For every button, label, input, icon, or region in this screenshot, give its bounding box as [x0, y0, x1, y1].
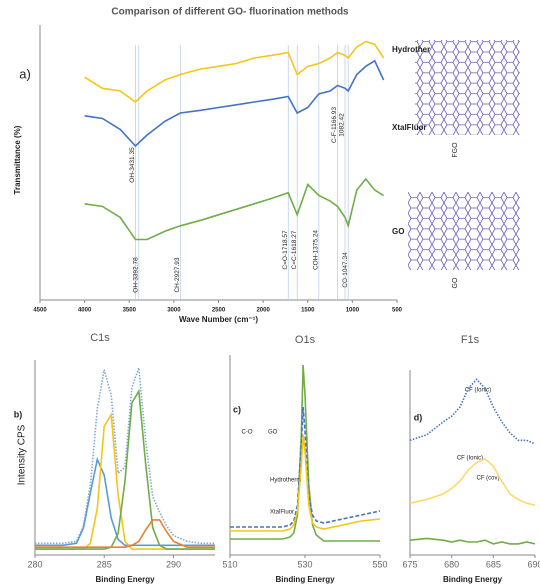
hex-lattice [415, 40, 520, 135]
x-tick-label: 1000 [346, 308, 360, 314]
x-axis-label: Binding Energy [95, 575, 155, 584]
x-tick-label: 290 [166, 559, 181, 569]
annotation: 1082.42 [339, 113, 346, 137]
x-tick-label: 3500 [123, 308, 137, 314]
series-line [409, 537, 536, 545]
series-line [84, 59, 385, 148]
x-axis-label: Wave Number (cm⁻¹) [179, 315, 258, 324]
y-axis-label: Intensity CPS [17, 424, 28, 485]
series-line [230, 406, 381, 528]
series-label: GO [392, 227, 404, 236]
x-tick-label: 510 [222, 559, 237, 569]
x-axis-label: Binding Energy [275, 575, 335, 584]
annotation: C-F-1166.93 [331, 107, 338, 143]
annotation: C=C-1618.27 [291, 230, 298, 269]
x-tick-label: 680 [444, 559, 459, 569]
x-tick-label: 1500 [301, 308, 315, 314]
x-tick-label: 2000 [256, 308, 270, 314]
x-tick-label: 500 [392, 308, 403, 314]
chart-title: F1s [461, 334, 480, 346]
annotation: OH-3392.78 [133, 257, 140, 293]
series-line [35, 456, 215, 547]
chart-title: O1s [295, 334, 316, 346]
panel-label: d) [414, 412, 423, 422]
series-label: XtalFluor [392, 123, 427, 132]
series-line [230, 434, 381, 532]
x-tick-label: 530 [297, 559, 312, 569]
annotation: COH-1375.24 [313, 230, 320, 270]
panel-label: c) [233, 404, 241, 414]
x-tick-label: 4000 [78, 308, 92, 314]
x-tick-label: 2500 [212, 308, 226, 314]
annotation: OH-3431.35 [129, 147, 136, 183]
x-tick-label: 690 [527, 559, 540, 569]
x-tick-label: 4500 [33, 308, 47, 314]
panel-label: b) [14, 409, 23, 419]
x-tick-label: 685 [486, 559, 501, 569]
chart-title: C1s [90, 332, 110, 344]
structure-label: GO [452, 277, 459, 288]
x-axis-label: Binding Energy [443, 575, 503, 584]
series-label: XtalFluor [270, 510, 294, 516]
chart-title: Comparison of different GO- fluorination… [111, 7, 349, 18]
x-tick-label: 675 [402, 559, 417, 569]
series-line [35, 367, 215, 545]
x-tick-label: 285 [97, 559, 112, 569]
x-tick-label: 3000 [167, 308, 181, 314]
go-structure [408, 192, 520, 270]
annotation: CF (Ionic) [457, 456, 483, 462]
fgo-structure [415, 40, 520, 135]
hex-lattice [408, 192, 520, 270]
series-line [84, 177, 385, 241]
series-line [230, 364, 380, 542]
structure-label: FGO [452, 142, 459, 158]
series-label: Hydrotherm [270, 478, 301, 484]
series-line [84, 40, 385, 104]
series-line [409, 378, 536, 445]
series-label: GO [268, 430, 278, 436]
series-line [35, 388, 215, 550]
series-label: Hydrother [392, 45, 430, 54]
annotation: C-O [242, 430, 253, 436]
annotation: CH-2927.93 [174, 257, 181, 292]
annotation: CF (Ionic) [465, 388, 491, 394]
annotation: CF (cov) [477, 476, 500, 482]
panel-label: a) [19, 66, 31, 81]
series-line [409, 457, 536, 506]
x-tick-label: 280 [27, 559, 42, 569]
annotation: C=O-1718.57 [282, 230, 289, 270]
y-axis-label: Transmittance (%) [13, 125, 22, 194]
x-tick-label: 550 [372, 559, 387, 569]
series-line [35, 519, 215, 548]
